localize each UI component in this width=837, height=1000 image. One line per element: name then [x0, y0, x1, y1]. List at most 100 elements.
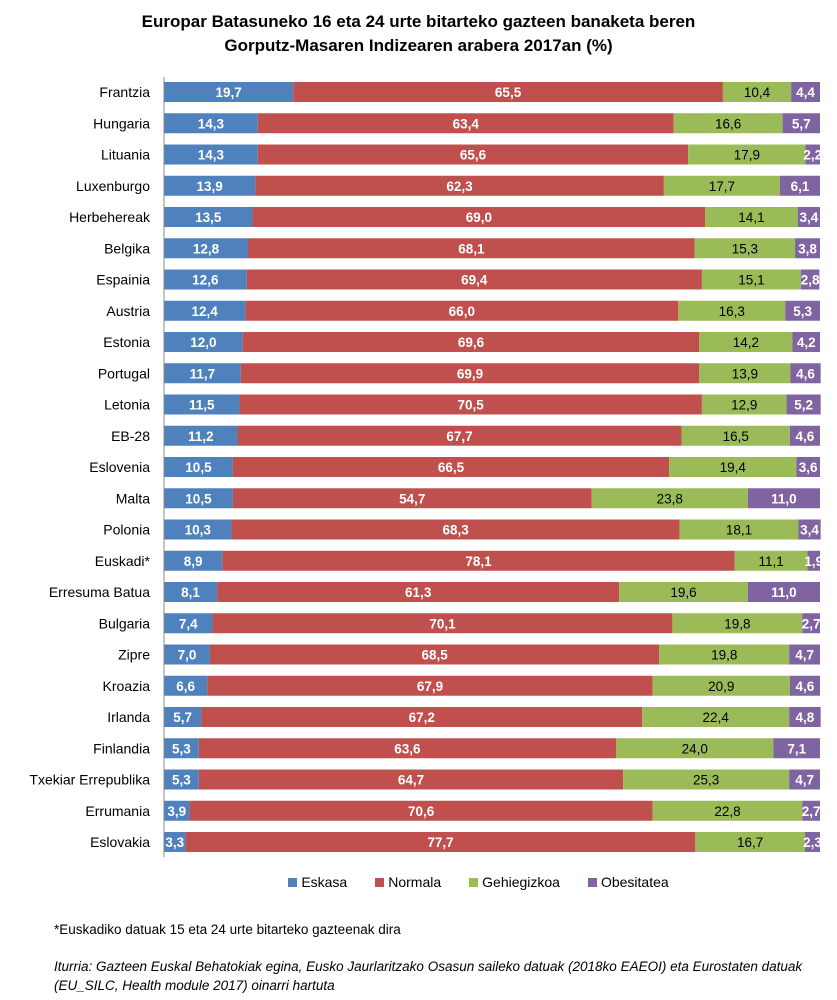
- bar-segment-eskasa: [164, 457, 233, 477]
- data-label: 11,0: [771, 585, 797, 600]
- data-label: 13,9: [732, 366, 758, 381]
- category-label: Finlandia: [93, 740, 150, 756]
- data-label: 22,4: [703, 710, 730, 725]
- data-label: 6,6: [176, 679, 195, 694]
- footnote: *Euskadiko datuak 15 eta 24 urte bitarte…: [54, 922, 401, 937]
- data-label: 14,2: [733, 335, 759, 350]
- data-label: 17,9: [734, 148, 760, 163]
- bar-segment-obesitatea: [805, 144, 820, 165]
- data-label: 64,7: [398, 773, 424, 788]
- bar-segment-normala: [237, 425, 682, 446]
- data-label: 4,6: [796, 366, 815, 381]
- bar-segment-obesitatea: [804, 832, 820, 852]
- bar-segment-normala: [212, 613, 673, 634]
- bar-segment-gehiegizkoa: [615, 738, 774, 759]
- data-label: 69,0: [466, 210, 492, 225]
- data-label: 25,3: [693, 773, 719, 788]
- category-label: Lituania: [101, 147, 150, 163]
- data-label: 4,4: [796, 85, 815, 100]
- legend-item-eskasa: Eskasa: [288, 874, 347, 890]
- bar-segment-eskasa: [164, 363, 241, 384]
- bar-segment-obesitatea: [785, 300, 820, 321]
- category-label: Kroazia: [103, 678, 151, 694]
- bar-segment-eskasa: [164, 207, 253, 227]
- data-label: 5,7: [792, 116, 811, 131]
- data-label: 3,3: [165, 835, 184, 850]
- bar-segment-obesitatea: [747, 582, 820, 602]
- bar-segment-gehiegizkoa: [591, 488, 748, 509]
- data-label: 7,1: [787, 741, 806, 756]
- bar-segment-normala: [245, 300, 679, 321]
- bar-segment-obesitatea: [796, 457, 820, 477]
- bar-segment-normala: [207, 675, 653, 696]
- bar-segment-normala: [232, 457, 670, 477]
- bar-segment-eskasa: [164, 675, 208, 696]
- bar-segment-gehiegizkoa: [642, 707, 790, 727]
- bar-segment-eskasa: [164, 582, 218, 602]
- bar-segment-normala: [201, 707, 643, 727]
- bar-segment-eskasa: [164, 488, 233, 509]
- data-label: 19,8: [711, 648, 737, 663]
- bar-segment-eskasa: [164, 238, 248, 259]
- data-label: 4,6: [796, 429, 815, 444]
- category-label: EB-28: [111, 428, 150, 444]
- bar-segment-normala: [257, 113, 674, 134]
- bar-segment-obesitatea: [789, 707, 821, 727]
- data-label: 70,5: [458, 398, 485, 413]
- bar-segment-eskasa: [164, 394, 240, 415]
- data-label: 19,4: [720, 460, 747, 475]
- bar-segment-obesitatea: [773, 738, 820, 759]
- data-label: 14,3: [198, 116, 225, 131]
- data-label: 12,4: [192, 304, 219, 319]
- data-label: 22,8: [714, 804, 740, 819]
- data-label: 5,3: [172, 773, 191, 788]
- data-label: 65,5: [495, 85, 522, 100]
- category-label: Belgika: [104, 240, 150, 256]
- data-label: 4,7: [795, 648, 814, 663]
- bar-segment-eskasa: [164, 144, 258, 165]
- stacked-bar-chart: Frantzia 19,7 65,5 10,4 4,4 Hungaria 14,3 63,4 1…: [29, 77, 821, 857]
- bar-segment-normala: [185, 832, 696, 852]
- bar-segment-normala: [257, 144, 689, 165]
- data-label: 16,5: [723, 429, 749, 444]
- bar-segment-obesitatea: [790, 363, 821, 384]
- bar-segment-normala: [198, 738, 616, 759]
- data-label: 10,3: [185, 523, 212, 538]
- bar-segment-obesitatea: [807, 550, 820, 571]
- data-label: 16,6: [715, 116, 741, 131]
- category-label: Austria: [106, 303, 150, 319]
- category-label: Estonia: [103, 334, 150, 350]
- legend-item-obesitatea: Obesitatea: [587, 874, 669, 890]
- bar-segment-normala: [189, 800, 653, 821]
- data-label: 7,0: [178, 648, 197, 663]
- category-label: Frantzia: [99, 84, 150, 100]
- data-label: 11,5: [189, 398, 215, 413]
- bar-segment-eskasa: [164, 800, 190, 821]
- data-label: 15,1: [738, 273, 764, 288]
- bar-segment-eskasa: [164, 332, 243, 352]
- chart-title: Europar Batasuneko 16 eta 24 urte bitart…: [0, 10, 837, 58]
- category-label: Irlanda: [107, 709, 150, 725]
- bar-segment-gehiegizkoa: [701, 394, 787, 415]
- data-label: 66,5: [438, 460, 465, 475]
- bar-segment-normala: [246, 269, 702, 290]
- category-label: Erresuma Batua: [49, 584, 150, 600]
- data-label: 4,6: [796, 679, 815, 694]
- data-label: 68,3: [442, 523, 469, 538]
- bar-segment-gehiegizkoa: [699, 363, 791, 384]
- legend-item-gehiegizkoa: Gehiegizkoa: [469, 874, 560, 890]
- data-label: 77,7: [427, 835, 453, 850]
- data-label: 13,9: [196, 179, 222, 194]
- category-label: Letonia: [104, 397, 150, 413]
- data-label: 69,4: [461, 273, 488, 288]
- data-label: 15,3: [732, 241, 758, 256]
- bar-segment-eskasa: [164, 519, 232, 540]
- source-note: Iturria: Gazteen Euskal Behatokiak egina…: [54, 959, 803, 993]
- bar-segment-gehiegizkoa: [652, 800, 803, 821]
- data-label: 12,0: [190, 335, 216, 350]
- bar-segment-normala: [255, 175, 664, 196]
- bar-segment-gehiegizkoa: [659, 644, 790, 665]
- category-label: Espainia: [96, 272, 150, 288]
- data-label: 66,0: [449, 304, 475, 319]
- bar-segment-normala: [239, 394, 702, 415]
